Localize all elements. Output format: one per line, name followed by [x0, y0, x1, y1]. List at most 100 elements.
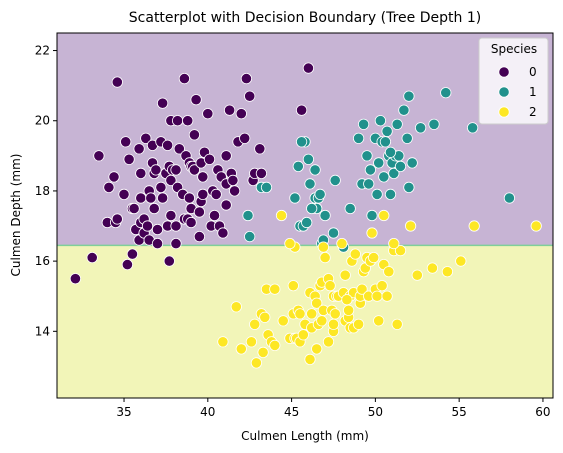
data-point-species-0 — [197, 171, 209, 183]
data-point-species-2 — [311, 297, 323, 309]
data-point-species-2 — [378, 209, 390, 222]
data-point-species-1 — [327, 227, 340, 239]
data-point-species-0 — [151, 223, 164, 236]
legend-box — [478, 37, 549, 125]
data-point-species-1 — [466, 122, 479, 134]
data-point-species-2 — [287, 280, 299, 292]
data-point-species-2 — [441, 266, 453, 278]
data-point-species-1 — [403, 181, 415, 193]
data-point-species-0 — [193, 231, 205, 243]
data-point-species-0 — [111, 76, 123, 88]
legend-marker-0 — [498, 66, 510, 78]
data-point-species-0 — [208, 209, 221, 222]
data-point-species-0 — [108, 171, 120, 183]
data-point-species-0 — [239, 132, 251, 144]
data-point-species-0 — [197, 188, 209, 200]
data-point-species-2 — [304, 353, 316, 365]
data-point-species-0 — [118, 188, 130, 200]
data-point-species-2 — [381, 290, 393, 302]
y-tick-label: 18 — [35, 184, 50, 198]
data-point-species-1 — [289, 192, 301, 204]
x-tick-label: 40 — [200, 405, 215, 419]
data-point-species-0 — [126, 248, 138, 260]
x-tick-label: 55 — [452, 405, 467, 419]
data-point-species-2 — [368, 252, 380, 264]
data-point-species-1 — [398, 104, 410, 116]
x-tick-label: 50 — [368, 405, 383, 419]
data-point-species-2 — [319, 252, 331, 264]
data-point-species-1 — [384, 188, 397, 200]
data-point-species-0 — [254, 143, 266, 155]
data-point-species-1 — [361, 150, 373, 162]
data-point-species-0 — [157, 192, 169, 204]
data-point-species-0 — [188, 129, 200, 141]
data-point-species-2 — [327, 318, 340, 330]
data-point-species-1 — [401, 132, 413, 144]
data-point-species-0 — [217, 227, 229, 239]
y-tick-label: 14 — [35, 324, 50, 338]
data-point-species-2 — [383, 266, 395, 278]
data-point-species-2 — [257, 346, 269, 358]
legend-label-0: 0 — [529, 65, 537, 79]
data-point-species-1 — [373, 157, 385, 169]
data-point-species-0 — [150, 164, 162, 176]
data-point-species-1 — [378, 171, 390, 183]
data-point-species-2 — [230, 301, 242, 313]
data-point-species-0 — [145, 192, 157, 204]
data-point-species-2 — [259, 311, 271, 323]
data-point-species-1 — [384, 146, 397, 158]
data-point-species-2 — [250, 357, 262, 369]
data-point-species-0 — [182, 115, 194, 127]
data-point-species-1 — [391, 118, 403, 130]
data-point-species-0 — [170, 238, 182, 250]
data-point-species-0 — [155, 181, 167, 193]
data-point-species-0 — [202, 108, 214, 120]
data-point-species-2 — [269, 339, 281, 351]
data-point-species-0 — [135, 192, 147, 204]
y-axis: 14 16 18 20 22 — [35, 44, 57, 338]
data-point-species-1 — [309, 164, 321, 176]
data-point-species-0 — [151, 238, 164, 250]
y-tick-label: 16 — [35, 254, 50, 268]
data-point-species-1 — [301, 216, 313, 229]
data-points — [69, 62, 542, 369]
y-axis-title: Culmen Depth (mm) — [9, 154, 23, 277]
data-point-species-0 — [170, 164, 182, 176]
data-point-species-0 — [203, 153, 216, 165]
data-point-species-1 — [306, 202, 318, 215]
data-point-species-0 — [235, 108, 247, 120]
data-point-species-2 — [356, 283, 368, 295]
data-point-species-0 — [133, 143, 145, 155]
data-point-species-0 — [93, 150, 105, 162]
data-point-species-2 — [297, 329, 309, 341]
data-point-species-2 — [336, 238, 348, 250]
data-point-species-0 — [302, 62, 314, 74]
data-point-species-0 — [178, 73, 190, 85]
data-point-species-1 — [428, 118, 440, 130]
data-point-species-2 — [217, 336, 229, 348]
data-point-species-0 — [185, 216, 197, 229]
data-point-species-0 — [183, 192, 195, 204]
plot-frame — [56, 32, 554, 399]
data-point-species-2 — [329, 308, 341, 320]
data-point-species-0 — [157, 97, 169, 109]
data-point-species-0 — [220, 150, 232, 162]
data-point-species-0 — [220, 199, 232, 211]
data-point-species-2 — [391, 318, 403, 330]
data-point-species-2 — [371, 290, 383, 302]
data-point-species-0 — [193, 206, 205, 218]
data-point-species-1 — [295, 136, 308, 148]
data-point-species-2 — [426, 262, 438, 274]
data-point-species-1 — [302, 153, 314, 165]
data-point-species-2 — [269, 283, 281, 295]
data-point-species-0 — [128, 202, 140, 215]
data-point-species-2 — [324, 280, 336, 292]
x-tick-label: 45 — [284, 405, 299, 419]
data-point-species-0 — [229, 185, 241, 197]
x-axis-title: Culmen Length (mm) — [241, 429, 369, 443]
data-point-species-0 — [224, 104, 236, 116]
data-point-species-0 — [123, 153, 135, 165]
data-point-species-0 — [210, 188, 222, 200]
data-point-species-0 — [135, 167, 147, 179]
